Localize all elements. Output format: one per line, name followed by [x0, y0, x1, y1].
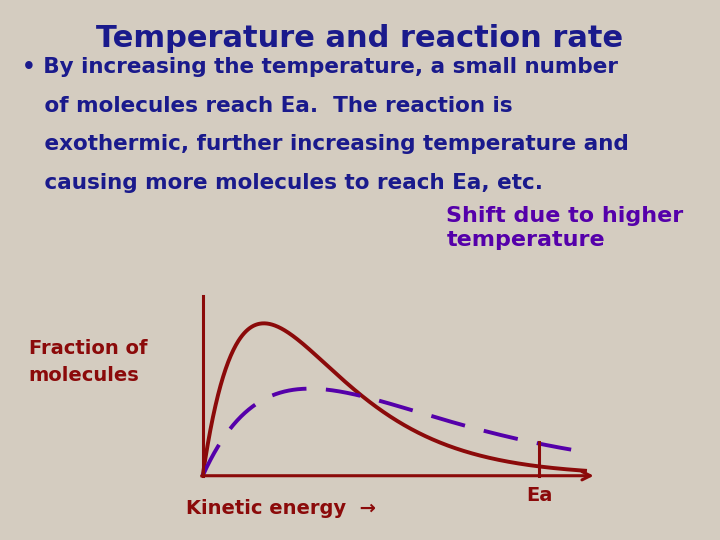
Text: Shift due to higher: Shift due to higher	[446, 206, 684, 226]
Text: Kinetic energy  →: Kinetic energy →	[186, 499, 376, 518]
Text: Ea: Ea	[526, 487, 552, 505]
Text: molecules: molecules	[29, 366, 140, 385]
Text: causing more molecules to reach Ea, etc.: causing more molecules to reach Ea, etc.	[22, 173, 543, 193]
Text: Fraction of: Fraction of	[29, 339, 148, 358]
Text: exothermic, further increasing temperature and: exothermic, further increasing temperatu…	[22, 134, 629, 154]
Text: • By increasing the temperature, a small number: • By increasing the temperature, a small…	[22, 57, 618, 77]
Text: Temperature and reaction rate: Temperature and reaction rate	[96, 24, 624, 53]
Text: temperature: temperature	[446, 230, 605, 251]
Text: of molecules reach Ea.  The reaction is: of molecules reach Ea. The reaction is	[22, 96, 512, 116]
